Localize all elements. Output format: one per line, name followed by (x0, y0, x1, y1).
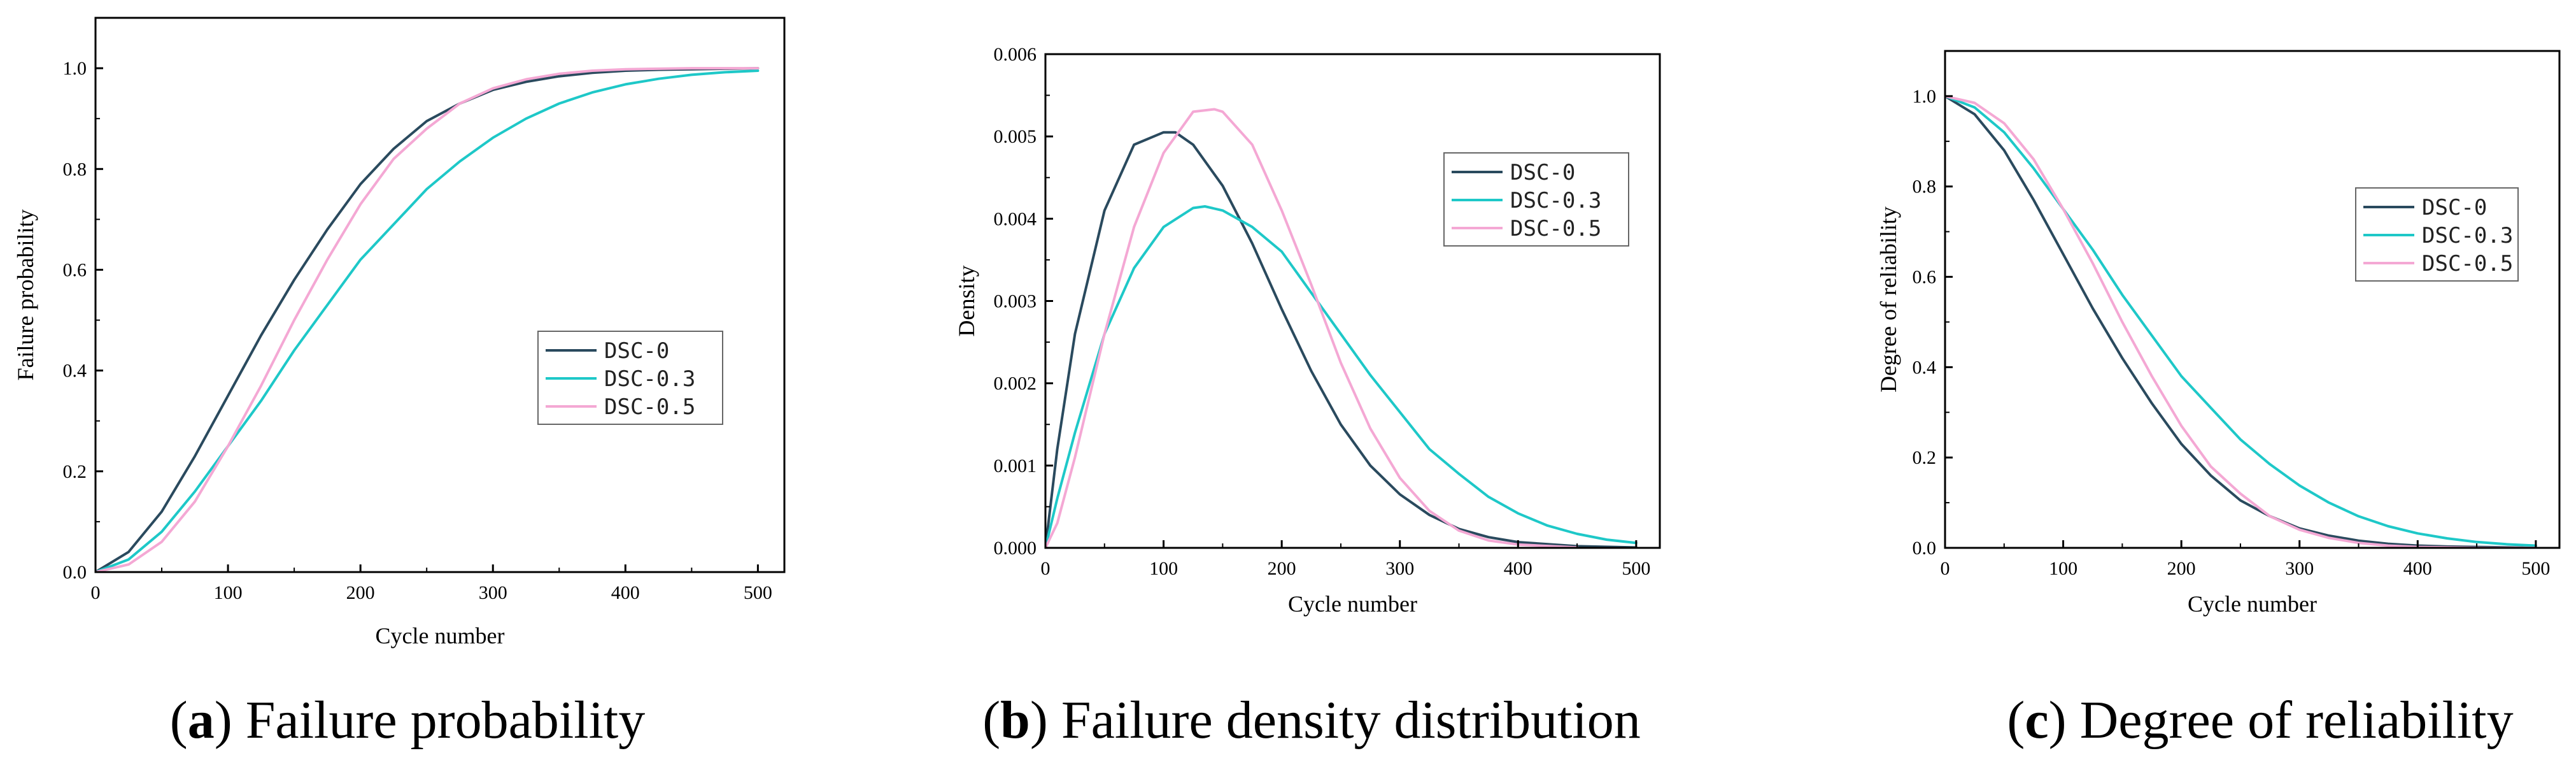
legend-label: DSC-0 (2422, 195, 2487, 220)
y-tick-label: 0.004 (994, 208, 1037, 229)
series-line-dsc-0-3 (96, 69, 760, 572)
x-tick-label: 300 (2285, 558, 2314, 579)
y-tick-label: 0.005 (994, 126, 1037, 147)
y-tick-label: 0.003 (994, 291, 1037, 312)
series-line-dsc-0-3 (1045, 205, 1638, 548)
y-tick-label: 0.2 (63, 461, 87, 482)
series-line-dsc-0-5 (96, 67, 760, 572)
legend-box (2355, 187, 2519, 282)
x-tick-label: 0 (91, 582, 101, 603)
x-tick-label: 300 (479, 582, 507, 603)
y-axis-title: Density (954, 266, 979, 337)
legend-label: DSC-0.5 (1510, 216, 1601, 241)
panel-caption: (c) Degree of reliability (2007, 691, 2513, 750)
panel-caption: (a) Failure probability (170, 691, 646, 750)
y-tick-label: 0.4 (63, 361, 87, 382)
x-tick-label: 500 (744, 582, 772, 603)
series-line-dsc-0-3 (1945, 94, 2537, 547)
legend-label: DSC-0.5 (604, 394, 695, 420)
x-tick-label: 200 (346, 582, 375, 603)
panel-b: 0 100 200 300 400 500 0.000 0.001 0.002 0.003 0.00… (954, 44, 1661, 750)
y-tick-label: 0.0 (1913, 538, 1937, 559)
y-tick-label: 0.2 (1913, 447, 1937, 468)
legend: DSC-0 DSC-0.3 DSC-0.5 (2355, 187, 2519, 282)
panel-a: 0 100 200 300 400 500 0.0 0.2 0.4 0.6 0.8 1.0 Cycle… (13, 17, 786, 750)
legend-label: DSC-0 (604, 338, 669, 364)
y-tick-label: 0.4 (1913, 357, 1937, 378)
panel-caption: (b) Failure density distribution (982, 691, 1641, 750)
y-tick-label: 0.001 (994, 455, 1037, 477)
x-tick-label: 100 (214, 582, 243, 603)
legend-label: DSC-0.3 (1510, 188, 1601, 213)
x-tick-label: 500 (2521, 558, 2550, 579)
x-tick-label: 0 (1941, 558, 1950, 579)
series-line-dsc-0 (1045, 131, 1638, 548)
x-axis-title: Cycle number (376, 623, 505, 649)
legend-label: DSC-0 (1510, 160, 1575, 185)
x-tick-label: 100 (2049, 558, 2077, 579)
x-axis-title: Cycle number (1288, 591, 1417, 617)
y-tick-label: 0.002 (994, 373, 1037, 394)
legend-label: DSC-0.5 (2422, 251, 2513, 276)
x-tick-label: 400 (611, 582, 640, 603)
y-tick-label: 1.0 (1913, 86, 1937, 107)
x-tick-label: 500 (1622, 558, 1650, 579)
x-tick-label: 400 (1504, 558, 1532, 579)
y-tick-label: 0.000 (994, 538, 1037, 559)
y-tick-label: 0.8 (1913, 176, 1937, 197)
x-tick-label: 0 (1041, 558, 1051, 579)
y-axis-title: Degree of reliability (1876, 206, 1901, 392)
plot-frame (94, 17, 786, 573)
y-tick-label: 0.006 (994, 44, 1037, 65)
y-tick-label: 0.8 (63, 159, 87, 180)
panel-c: 0 100 200 300 400 500 0.0 0.2 0.4 0.6 0.8 1.0 Cycle… (1876, 50, 2561, 750)
x-tick-label: 100 (1149, 558, 1178, 579)
x-tick-label: 200 (2167, 558, 2196, 579)
y-tick-label: 1.0 (63, 58, 87, 79)
x-tick-label: 400 (2403, 558, 2432, 579)
x-tick-label: 200 (1268, 558, 1296, 579)
y-tick-label: 0.0 (63, 562, 87, 583)
y-tick-label: 0.6 (63, 259, 87, 280)
y-tick-label: 0.6 (1913, 267, 1937, 288)
series-line-dsc-0-5 (1045, 108, 1579, 548)
x-axis-title: Cycle number (2188, 591, 2317, 617)
legend: DSC-0 DSC-0.3 DSC-0.5 (1443, 152, 1629, 247)
x-tick-label: 300 (1385, 558, 1414, 579)
y-axis-title: Failure probability (13, 210, 38, 381)
plot-frame (1944, 50, 2561, 549)
legend-label: DSC-0.3 (604, 366, 695, 392)
legend-label: DSC-0.3 (2422, 223, 2513, 248)
